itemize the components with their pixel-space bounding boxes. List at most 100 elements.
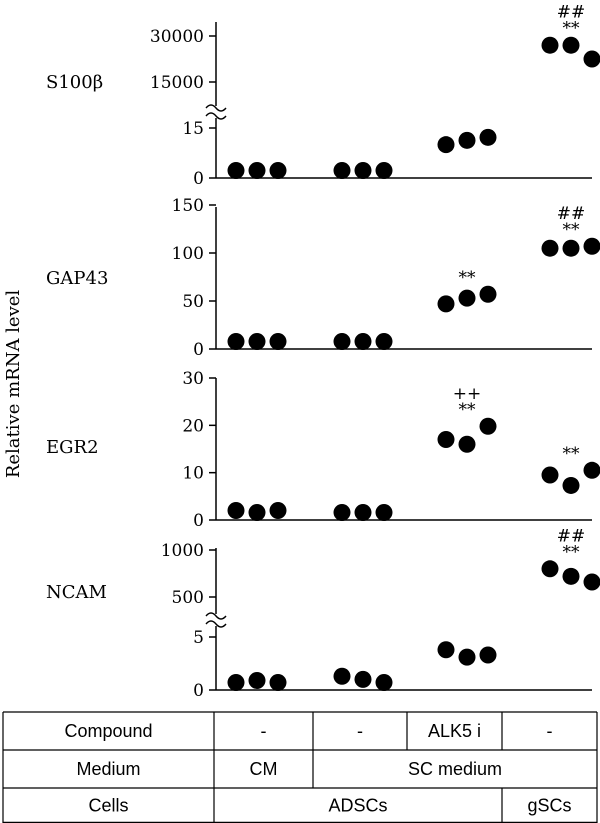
data-point xyxy=(269,162,287,179)
data-point xyxy=(562,36,580,54)
y-tick-label: 30 xyxy=(182,369,204,389)
data-point xyxy=(248,671,266,689)
significance-mark: ** xyxy=(459,400,477,420)
data-point xyxy=(248,504,266,521)
data-point xyxy=(562,567,580,585)
data-point xyxy=(227,674,245,691)
y-tick-label: 0 xyxy=(193,169,204,189)
data-point xyxy=(541,239,559,257)
data-point xyxy=(354,670,372,688)
data-point xyxy=(333,333,351,350)
y-tick-label: 500 xyxy=(172,588,204,608)
data-point xyxy=(354,504,372,521)
significance-mark: ** xyxy=(563,19,581,39)
table-cell: ALK5 i xyxy=(428,721,481,741)
significance-mark: ** xyxy=(563,542,581,562)
y-tick-label: 0 xyxy=(193,681,204,701)
data-point xyxy=(269,333,287,350)
table-cell: - xyxy=(357,721,363,741)
y-tick-label: 15 xyxy=(182,119,204,139)
y-tick-label: 5 xyxy=(193,628,204,648)
data-point xyxy=(583,573,600,591)
table-cell: - xyxy=(261,721,267,741)
data-point xyxy=(437,295,455,313)
data-point xyxy=(375,333,393,350)
data-point xyxy=(541,466,559,484)
data-point xyxy=(458,131,476,149)
data-point xyxy=(437,431,455,449)
data-point xyxy=(354,162,372,179)
table-cell: SC medium xyxy=(408,759,502,779)
data-point xyxy=(333,162,351,179)
data-point xyxy=(479,646,497,664)
panel-3: NCAM 0 5 500 1000 ##** xyxy=(46,526,600,701)
significance-mark: ## xyxy=(557,204,586,224)
table-row-header: Cells xyxy=(88,796,128,816)
panels: S100β0151500030000##**GAP43050100150**##… xyxy=(46,3,600,701)
data-point xyxy=(458,289,476,307)
significance-mark: ** xyxy=(459,268,477,288)
axis-break-mark xyxy=(205,112,227,120)
data-point xyxy=(269,502,287,520)
y-tick-label: 1000 xyxy=(161,541,204,561)
data-point xyxy=(227,502,245,520)
panel-label: NCAM xyxy=(46,582,107,603)
significance-mark: ## xyxy=(557,3,586,23)
axis-break-mark xyxy=(205,104,227,112)
panel-label: EGR2 xyxy=(46,437,99,458)
table-row-header: Medium xyxy=(76,759,140,779)
axis-break-mark xyxy=(205,612,227,620)
data-point xyxy=(227,162,245,179)
table-cell: gSCs xyxy=(527,796,571,816)
y-tick-label: 50 xyxy=(182,292,204,312)
data-point xyxy=(583,237,600,255)
y-tick-label: 0 xyxy=(193,340,204,360)
data-point xyxy=(248,333,266,350)
data-point xyxy=(479,417,497,435)
y-tick-label: 20 xyxy=(182,416,204,436)
panel-label: S100β xyxy=(46,72,103,93)
panel-label: GAP43 xyxy=(46,268,108,289)
data-point xyxy=(227,333,245,350)
significance-mark: ++ xyxy=(453,384,482,404)
y-tick-label: 100 xyxy=(172,244,204,264)
y-tick-label: 15000 xyxy=(150,73,204,93)
data-point xyxy=(375,504,393,521)
data-point xyxy=(458,648,476,666)
data-point xyxy=(479,128,497,146)
panel-0: S100β 0 15 15000 30000 ##** xyxy=(46,3,600,189)
table-cell: ADSCs xyxy=(328,796,387,816)
data-point xyxy=(333,667,351,685)
y-tick-label: 0 xyxy=(193,511,204,531)
data-point xyxy=(375,674,393,691)
y-tick-label: 10 xyxy=(182,464,204,484)
data-point xyxy=(562,476,580,494)
data-point xyxy=(479,285,497,303)
data-point xyxy=(437,641,455,659)
data-point xyxy=(354,333,372,350)
table-cell: - xyxy=(547,721,553,741)
data-point xyxy=(248,162,266,179)
data-point xyxy=(562,239,580,257)
table-row-header: Compound xyxy=(64,721,152,741)
y-axis-title: Relative mRNA level xyxy=(3,290,24,479)
data-point xyxy=(458,435,476,453)
data-point xyxy=(583,461,600,479)
data-point xyxy=(269,674,287,691)
data-point xyxy=(541,560,559,578)
y-tick-label: 150 xyxy=(172,196,204,216)
data-point xyxy=(375,162,393,179)
axis-break-mark xyxy=(205,620,227,628)
y-tick-label: 30000 xyxy=(150,27,204,47)
data-point xyxy=(437,136,455,154)
significance-mark: ## xyxy=(557,526,586,546)
condition-table: Compound - - ALK5 i - Medium CM SC medium Cells A… xyxy=(2,711,598,823)
table-cell: CM xyxy=(250,759,278,779)
data-point xyxy=(583,50,600,68)
significance-mark: ** xyxy=(563,220,581,240)
data-point xyxy=(333,504,351,521)
data-point xyxy=(541,36,559,54)
